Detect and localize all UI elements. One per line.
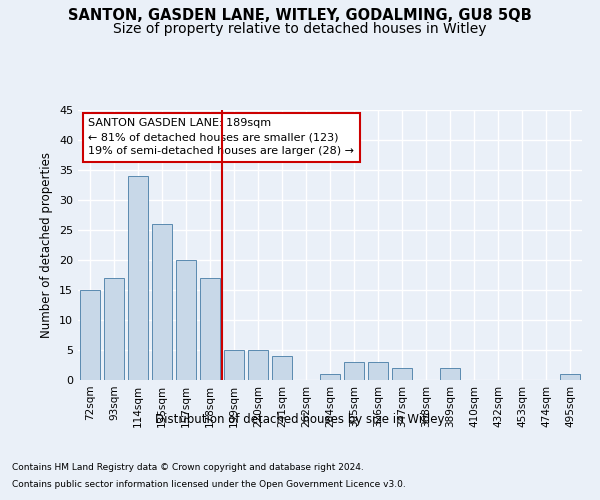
Bar: [176, 260, 196, 380]
Bar: [440, 368, 460, 380]
Bar: [224, 350, 244, 380]
Bar: [128, 176, 148, 380]
Bar: [272, 356, 292, 380]
Bar: [104, 278, 124, 380]
Bar: [248, 350, 268, 380]
Bar: [80, 290, 100, 380]
Bar: [368, 362, 388, 380]
Bar: [392, 368, 412, 380]
Text: Distribution of detached houses by size in Witley: Distribution of detached houses by size …: [155, 412, 445, 426]
Bar: [152, 224, 172, 380]
Text: Size of property relative to detached houses in Witley: Size of property relative to detached ho…: [113, 22, 487, 36]
Bar: [344, 362, 364, 380]
Text: Contains public sector information licensed under the Open Government Licence v3: Contains public sector information licen…: [12, 480, 406, 489]
Bar: [200, 278, 220, 380]
Text: Contains HM Land Registry data © Crown copyright and database right 2024.: Contains HM Land Registry data © Crown c…: [12, 462, 364, 471]
Y-axis label: Number of detached properties: Number of detached properties: [40, 152, 53, 338]
Text: SANTON, GASDEN LANE, WITLEY, GODALMING, GU8 5QB: SANTON, GASDEN LANE, WITLEY, GODALMING, …: [68, 8, 532, 22]
Text: SANTON GASDEN LANE: 189sqm
← 81% of detached houses are smaller (123)
19% of sem: SANTON GASDEN LANE: 189sqm ← 81% of deta…: [88, 118, 354, 156]
Bar: [560, 374, 580, 380]
Bar: [320, 374, 340, 380]
